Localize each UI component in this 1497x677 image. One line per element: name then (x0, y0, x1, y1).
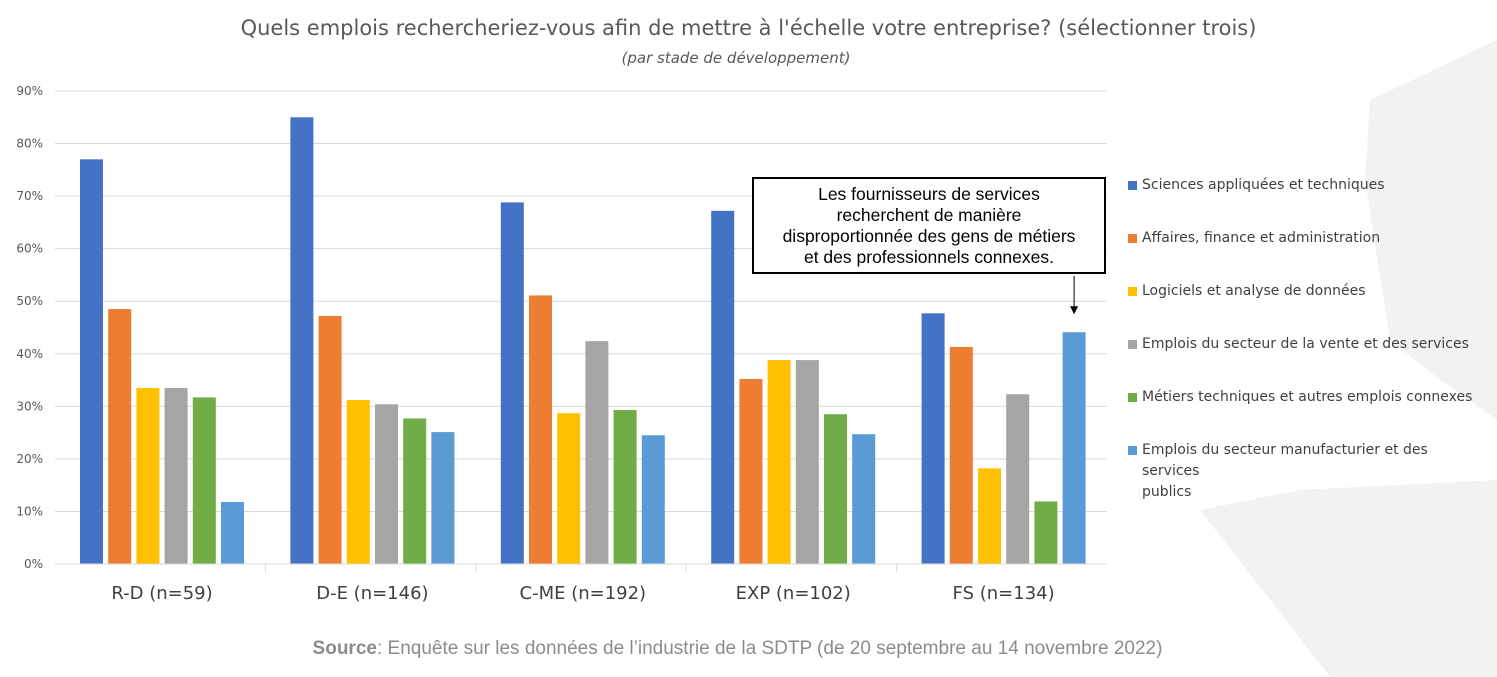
annotation-line: recherchent de manière (836, 204, 1022, 225)
bar (767, 360, 791, 564)
background-shape-top (1365, 40, 1497, 420)
y-tick-label: 40% (16, 347, 43, 361)
legend-label: Métiers techniques et autres emplois con… (1142, 389, 1473, 405)
arrow-head (1070, 306, 1079, 315)
legend-label: Affaires, finance et administration (1142, 230, 1381, 246)
legend-label: Sciences appliquées et techniques (1142, 177, 1385, 193)
bar (978, 468, 1001, 564)
y-axis-ticks: 0% 10% 20% 30% 40% 50% 60% 70% 80% 90% (16, 84, 43, 571)
bar (585, 341, 609, 564)
chart-title: Quels emplois rechercheriez-vous afin de… (240, 16, 1257, 40)
y-tick-label: 60% (16, 242, 43, 256)
bar (1062, 332, 1086, 564)
bar (1034, 501, 1058, 564)
bar (403, 418, 427, 564)
bars (80, 117, 1086, 565)
bar (852, 434, 876, 564)
bar (108, 309, 132, 564)
bar (136, 387, 160, 564)
bar (739, 379, 763, 564)
bar (80, 159, 103, 565)
annotation-callout: Les fournisseurs de services recherchent … (752, 177, 1106, 274)
x-category-label: EXP (n=102) (736, 583, 851, 604)
bar (613, 410, 637, 564)
x-category-label: D-E (n=146) (316, 583, 428, 604)
bar (290, 117, 314, 565)
annotation-line: Les fournisseurs de services (818, 183, 1040, 204)
y-tick-label: 20% (16, 452, 43, 466)
y-tick-label: 50% (16, 294, 43, 308)
legend-swatch (1128, 181, 1137, 190)
y-tick-label: 10% (16, 504, 43, 518)
bar (921, 313, 945, 564)
bar (949, 346, 973, 564)
legend-item: Emplois du secteur de la vente et des se… (1128, 334, 1488, 355)
source-label: Source (312, 638, 377, 659)
source-text: : Enquête sur les données de l’industrie… (376, 638, 1163, 659)
bar (164, 387, 188, 564)
callout-arrow (1070, 276, 1079, 315)
source-note: Source: Enquête sur les données de l’ind… (0, 638, 1475, 660)
y-tick-label: 90% (16, 84, 43, 98)
bar (431, 432, 455, 564)
bar (318, 315, 342, 564)
y-tick-label: 80% (16, 137, 43, 151)
legend-swatch (1128, 446, 1137, 455)
legend-item: Emplois du secteur manufacturier et des … (1128, 440, 1488, 503)
bar (221, 501, 244, 564)
bar (1006, 394, 1030, 564)
background-shape-bottom (1200, 480, 1497, 677)
bar (795, 360, 819, 564)
x-category-label: FS (n=134) (953, 583, 1055, 604)
legend-item: Logiciels et analyse de données (1128, 281, 1488, 302)
legend-item: Sciences appliquées et techniques (1128, 175, 1488, 196)
legend-label: Emplois du secteur manufacturier et des … (1142, 442, 1428, 500)
chart-subtitle: (par stade de développement) (621, 49, 851, 67)
bar (346, 400, 370, 564)
bar (641, 435, 665, 564)
legend-item: Affaires, finance et administration (1128, 228, 1488, 249)
x-category-label: C-ME (n=192) (520, 583, 647, 604)
bar (557, 413, 581, 564)
legend-swatch (1128, 393, 1137, 402)
x-axis-categories: R-D (n=59) D-E (n=146) C-ME (n=192) EXP (n=… (111, 583, 1054, 604)
bar (824, 414, 847, 564)
legend-swatch (1128, 287, 1137, 296)
y-tick-label: 30% (16, 399, 43, 413)
legend-item: Métiers techniques et autres emplois con… (1128, 387, 1488, 408)
legend-swatch (1128, 234, 1137, 243)
y-tick-label: 70% (16, 189, 43, 203)
bar (192, 397, 216, 564)
x-axis (55, 563, 1107, 572)
legend-label: Emplois du secteur de la vente et des se… (1142, 336, 1469, 352)
annotation-text: Les fournisseurs de services recherchent … (783, 184, 1076, 268)
y-tick-label: 0% (24, 557, 43, 571)
legend-swatch (1128, 340, 1137, 349)
x-category-label: R-D (n=59) (111, 583, 212, 604)
bar (711, 210, 735, 564)
annotation-line: disproportionnée des gens de métiers (782, 225, 1076, 246)
bar (500, 202, 524, 564)
bar (375, 404, 398, 564)
legend-label: Logiciels et analyse de données (1142, 283, 1366, 299)
bar (529, 295, 552, 564)
annotation-line: et des professionnels connexes. (803, 246, 1054, 267)
